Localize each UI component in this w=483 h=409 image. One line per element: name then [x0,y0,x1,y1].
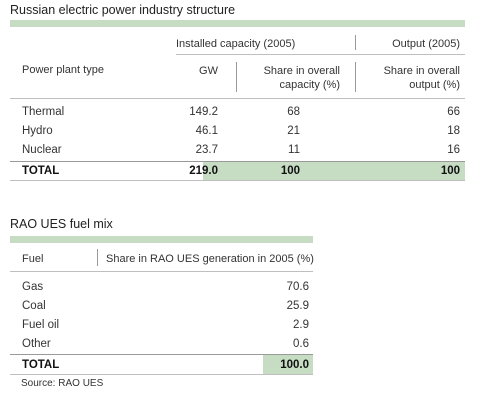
table1-bottom-rule [10,180,465,181]
table2-header-share: Share in RAO UES generation in 2005 (%) [106,253,314,265]
table2-total-rule [10,354,313,355]
cell-capacity-share: 21 [287,125,300,137]
table2-top-bar [10,236,313,243]
cell-gw: 23.7 [195,144,218,156]
cell-type: Hydro [22,125,53,137]
cell-share: 0.6 [293,338,309,350]
table-row: Nuclear 23.7 11 16 [10,141,465,160]
table-row: Hydro 46.1 21 18 [10,122,465,141]
table1-header-rule [10,98,465,99]
cell-output-share: 18 [447,125,460,137]
table2-header-rule [10,271,313,272]
table-row: Other 0.6 [10,335,313,354]
table-row: Fuel oil 2.9 [10,316,313,335]
cell-capacity-share: 68 [287,106,300,118]
total-output-share: 100 [440,165,460,177]
table-row: Coal 25.9 [10,297,313,316]
cell-type: Thermal [22,106,65,118]
total-capacity-share: 100 [280,165,300,177]
cell-fuel: Gas [22,281,44,293]
cell-output-share: 66 [447,106,460,118]
cell-type: Nuclear [22,144,62,156]
cell-fuel: Other [22,338,51,350]
table1-group-rule [176,54,465,55]
cell-share: 25.9 [286,300,309,312]
table2-total-row: TOTAL 100.0 [10,355,313,374]
table1-header-output-share: Share in overall output (%) [383,65,460,91]
cell-share: 70.6 [286,281,309,293]
table1-total-highlight [203,162,465,180]
cell-fuel: Coal [22,300,46,312]
table1-header-gw: GW [199,65,218,77]
cell-capacity-share: 11 [288,144,300,156]
total-gw: 219.0 [189,165,218,177]
cell-share: 2.9 [293,319,309,331]
table1-title: Russian electric power industry structur… [10,3,236,17]
source-note: Source: RAO UES [21,378,104,389]
table1-col-divider-2 [355,62,356,92]
table1-header-capacity-share: Share in overall capacity (%) [263,65,340,91]
total-label: TOTAL [22,359,60,371]
table-row: Gas 70.6 [10,278,313,297]
table2-col-divider [97,249,98,266]
table2-total-highlight [263,355,313,374]
table1-group-divider [355,35,356,50]
table1-top-bar [10,20,465,27]
table1-col-divider-1 [236,62,237,92]
cell-gw: 46.1 [195,125,218,137]
table1-group-header-output: Output (2005) [392,38,460,50]
cell-gw: 149.2 [189,106,218,118]
table2-bottom-rule [10,374,313,375]
table1-total-row: TOTAL 219.0 100 100 [10,162,465,180]
table-row: Thermal 149.2 68 66 [10,103,465,122]
cell-fuel: Fuel oil [22,319,60,331]
table2-header-fuel: Fuel [22,253,44,265]
table2-title: RAO UES fuel mix [10,217,113,231]
table1-group-header-capacity: Installed capacity (2005) [176,38,296,50]
cell-output-share: 16 [447,144,460,156]
table1-total-rule [10,161,465,162]
table1-header-type: Power plant type [22,64,104,76]
total-label: TOTAL [22,165,60,177]
total-share: 100.0 [280,359,309,371]
